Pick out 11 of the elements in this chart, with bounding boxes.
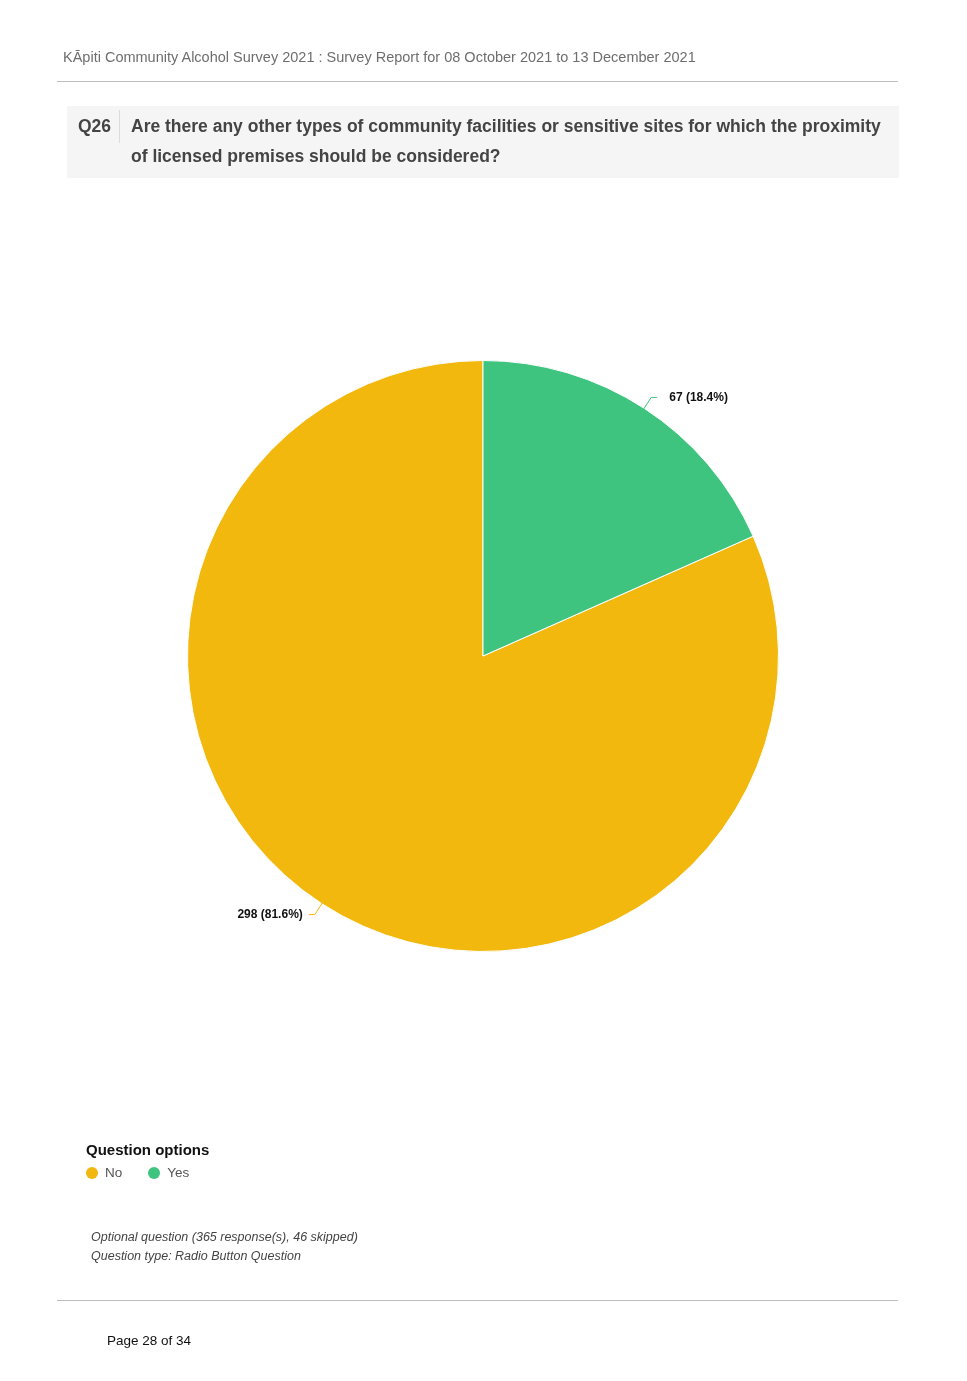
legend-label: No	[105, 1165, 123, 1180]
text: Q26	[78, 115, 112, 138]
text: KĀpiti Community Alcohol Survey 2021 : Survey Report for 08 October 2021 to 13 December 2021	[63, 49, 696, 65]
text: Optional question (365 response(s), 46 skipped)	[91, 1230, 358, 1244]
text: Page 28 of 34	[107, 1333, 192, 1348]
legend-label: Yes	[167, 1165, 190, 1180]
data-label: 67 (18.4%)	[669, 389, 728, 404]
data-label: 298 (81.6%)	[237, 906, 303, 921]
text: Question type: Radio Button Question	[91, 1249, 301, 1263]
chart-title: Are there any other types of community facilities or sensitive sites for which the proximity of licensed premises should be considered?	[131, 115, 881, 168]
legend-title: Question options	[86, 1140, 211, 1160]
